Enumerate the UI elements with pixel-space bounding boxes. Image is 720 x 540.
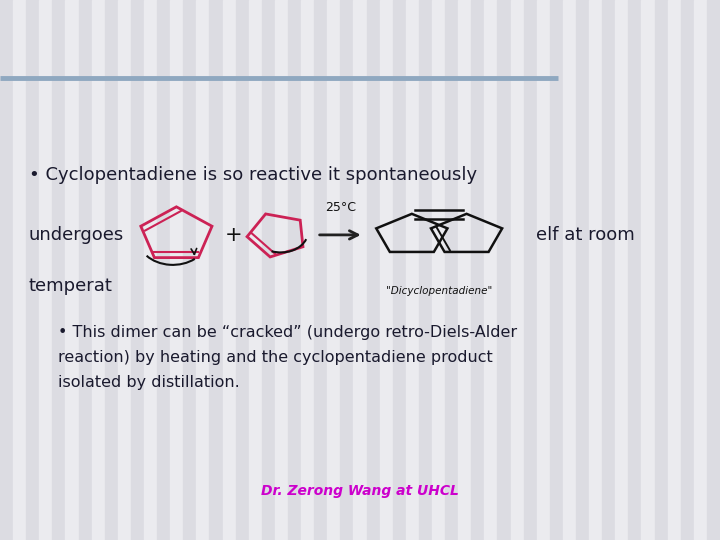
Bar	[157, 0, 170, 540]
Bar	[694, 0, 707, 540]
Text: +: +	[225, 225, 243, 245]
Text: • This dimer can be “cracked” (undergo retro-Diels-Alder: • This dimer can be “cracked” (undergo r…	[58, 325, 517, 340]
Text: reaction) by heating and the cyclopentadiene product: reaction) by heating and the cyclopentad…	[58, 350, 492, 365]
Bar	[301, 0, 314, 540]
Bar	[13, 0, 26, 540]
Bar	[288, 0, 301, 540]
Bar	[104, 0, 118, 540]
Bar	[341, 0, 354, 540]
Bar	[419, 0, 432, 540]
Bar	[680, 0, 694, 540]
Text: elf at room: elf at room	[536, 226, 635, 244]
Bar	[248, 0, 262, 540]
Bar	[354, 0, 366, 540]
Text: Dr. Zerong Wang at UHCL: Dr. Zerong Wang at UHCL	[261, 484, 459, 498]
Bar	[510, 0, 523, 540]
Bar	[550, 0, 563, 540]
Bar	[0, 0, 13, 540]
Text: "Dicyclopentadiene": "Dicyclopentadiene"	[386, 286, 492, 296]
Bar	[602, 0, 616, 540]
Bar	[26, 0, 40, 540]
Bar	[91, 0, 104, 540]
Bar	[184, 0, 197, 540]
Bar	[379, 0, 392, 540]
Bar	[118, 0, 131, 540]
Bar	[197, 0, 210, 540]
Bar	[235, 0, 248, 540]
Bar	[432, 0, 445, 540]
Bar	[667, 0, 680, 540]
Bar	[392, 0, 406, 540]
Bar	[78, 0, 91, 540]
Bar	[210, 0, 222, 540]
Bar	[523, 0, 536, 540]
Bar	[563, 0, 576, 540]
Bar	[314, 0, 328, 540]
Bar	[275, 0, 288, 540]
Bar	[642, 0, 654, 540]
Bar	[406, 0, 419, 540]
Bar	[536, 0, 550, 540]
Text: 25°C: 25°C	[325, 201, 356, 214]
Bar	[654, 0, 667, 540]
Bar	[445, 0, 458, 540]
Bar	[66, 0, 78, 540]
Bar	[53, 0, 66, 540]
Bar	[366, 0, 379, 540]
Text: undergoes: undergoes	[29, 226, 124, 244]
Bar	[616, 0, 629, 540]
Bar	[485, 0, 498, 540]
Bar	[328, 0, 341, 540]
Bar	[629, 0, 642, 540]
Bar	[131, 0, 144, 540]
Bar	[144, 0, 157, 540]
Bar	[40, 0, 53, 540]
Bar	[576, 0, 589, 540]
Text: isolated by distillation.: isolated by distillation.	[58, 375, 239, 390]
Text: temperat: temperat	[29, 277, 112, 295]
Bar	[472, 0, 485, 540]
Bar	[458, 0, 472, 540]
Bar	[170, 0, 184, 540]
Bar	[222, 0, 235, 540]
Bar	[589, 0, 602, 540]
Bar	[262, 0, 275, 540]
Text: • Cyclopentadiene is so reactive it spontaneously: • Cyclopentadiene is so reactive it spon…	[29, 166, 477, 185]
Bar	[707, 0, 720, 540]
Bar	[498, 0, 510, 540]
